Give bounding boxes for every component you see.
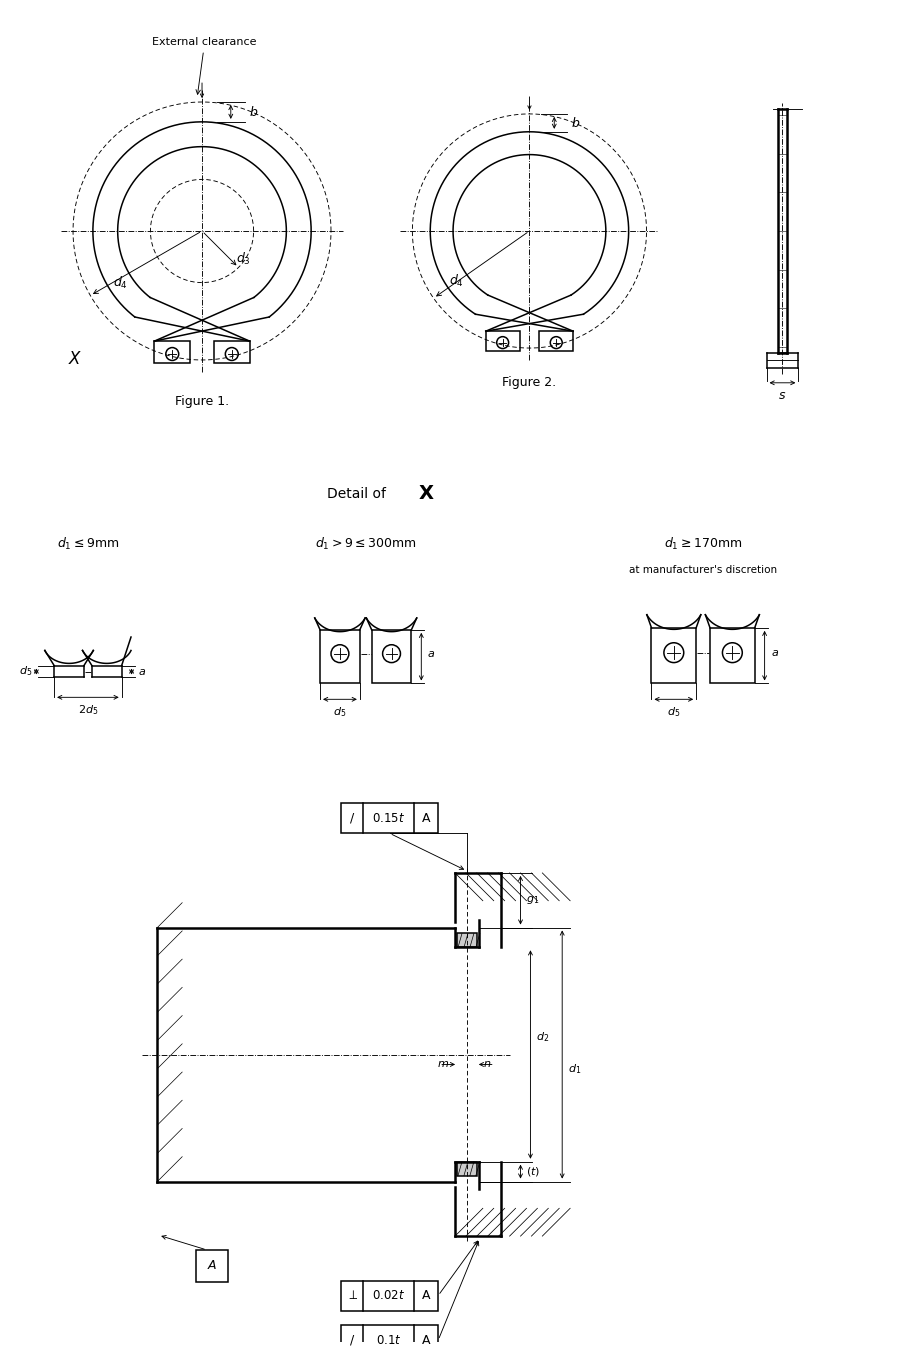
Bar xyxy=(341,803,438,833)
Text: at manufacturer's discretion: at manufacturer's discretion xyxy=(629,566,777,575)
Text: $0.1t$: $0.1t$ xyxy=(376,1334,402,1347)
Text: $a$: $a$ xyxy=(138,667,145,676)
Text: $2d_5$: $2d_5$ xyxy=(78,703,98,717)
Text: A: A xyxy=(422,811,430,825)
Text: $s$: $s$ xyxy=(778,389,787,402)
Bar xyxy=(457,933,477,948)
Bar xyxy=(341,1281,438,1311)
Bar xyxy=(196,1250,228,1281)
Text: $d_4$: $d_4$ xyxy=(113,274,128,290)
Text: $g_1$: $g_1$ xyxy=(527,894,539,906)
Text: Figure 1.: Figure 1. xyxy=(175,394,229,408)
Bar xyxy=(371,630,412,683)
Text: /: / xyxy=(350,1334,354,1347)
Text: /: / xyxy=(350,811,354,825)
Bar xyxy=(214,342,250,363)
Text: External clearance: External clearance xyxy=(153,38,257,95)
Text: $0.15t$: $0.15t$ xyxy=(372,811,405,825)
Text: $d_2$: $d_2$ xyxy=(537,1030,550,1044)
Text: $d_1 \geq 170$mm: $d_1 \geq 170$mm xyxy=(664,536,743,552)
Text: $d_5$: $d_5$ xyxy=(334,705,346,720)
Text: $n$: $n$ xyxy=(482,1060,491,1069)
Text: $d_1 \leq 9$mm: $d_1 \leq 9$mm xyxy=(57,536,119,552)
Bar xyxy=(710,628,754,683)
Text: $(t)$: $(t)$ xyxy=(527,1165,540,1179)
Text: A: A xyxy=(422,1289,430,1303)
Text: $\perp$: $\perp$ xyxy=(346,1289,358,1303)
Text: Detail of: Detail of xyxy=(326,487,386,501)
Text: $a$: $a$ xyxy=(427,648,436,659)
Bar xyxy=(320,630,359,683)
Text: X: X xyxy=(418,485,434,504)
Bar xyxy=(457,1162,477,1176)
Text: $b$: $b$ xyxy=(571,116,581,130)
Text: $0.02t$: $0.02t$ xyxy=(372,1289,405,1303)
Text: $d_1 > 9 \leq 300$mm: $d_1 > 9 \leq 300$mm xyxy=(315,536,416,552)
Text: $d_5$: $d_5$ xyxy=(19,664,32,679)
Text: $A$: $A$ xyxy=(207,1260,217,1272)
Text: Figure 2.: Figure 2. xyxy=(503,375,557,389)
Text: $d_3$: $d_3$ xyxy=(236,251,251,267)
Bar xyxy=(154,342,190,363)
Text: $a$: $a$ xyxy=(770,648,778,657)
Text: $d_1$: $d_1$ xyxy=(568,1062,582,1076)
Text: $X$: $X$ xyxy=(68,350,82,369)
Text: A: A xyxy=(422,1334,430,1347)
Bar xyxy=(539,331,573,351)
Bar xyxy=(341,1326,438,1350)
Bar xyxy=(486,331,519,351)
Bar xyxy=(652,628,696,683)
Text: $d_4$: $d_4$ xyxy=(448,273,463,289)
Text: $b$: $b$ xyxy=(249,105,258,119)
Text: $d_5$: $d_5$ xyxy=(667,705,680,720)
Text: $m$: $m$ xyxy=(437,1060,449,1069)
